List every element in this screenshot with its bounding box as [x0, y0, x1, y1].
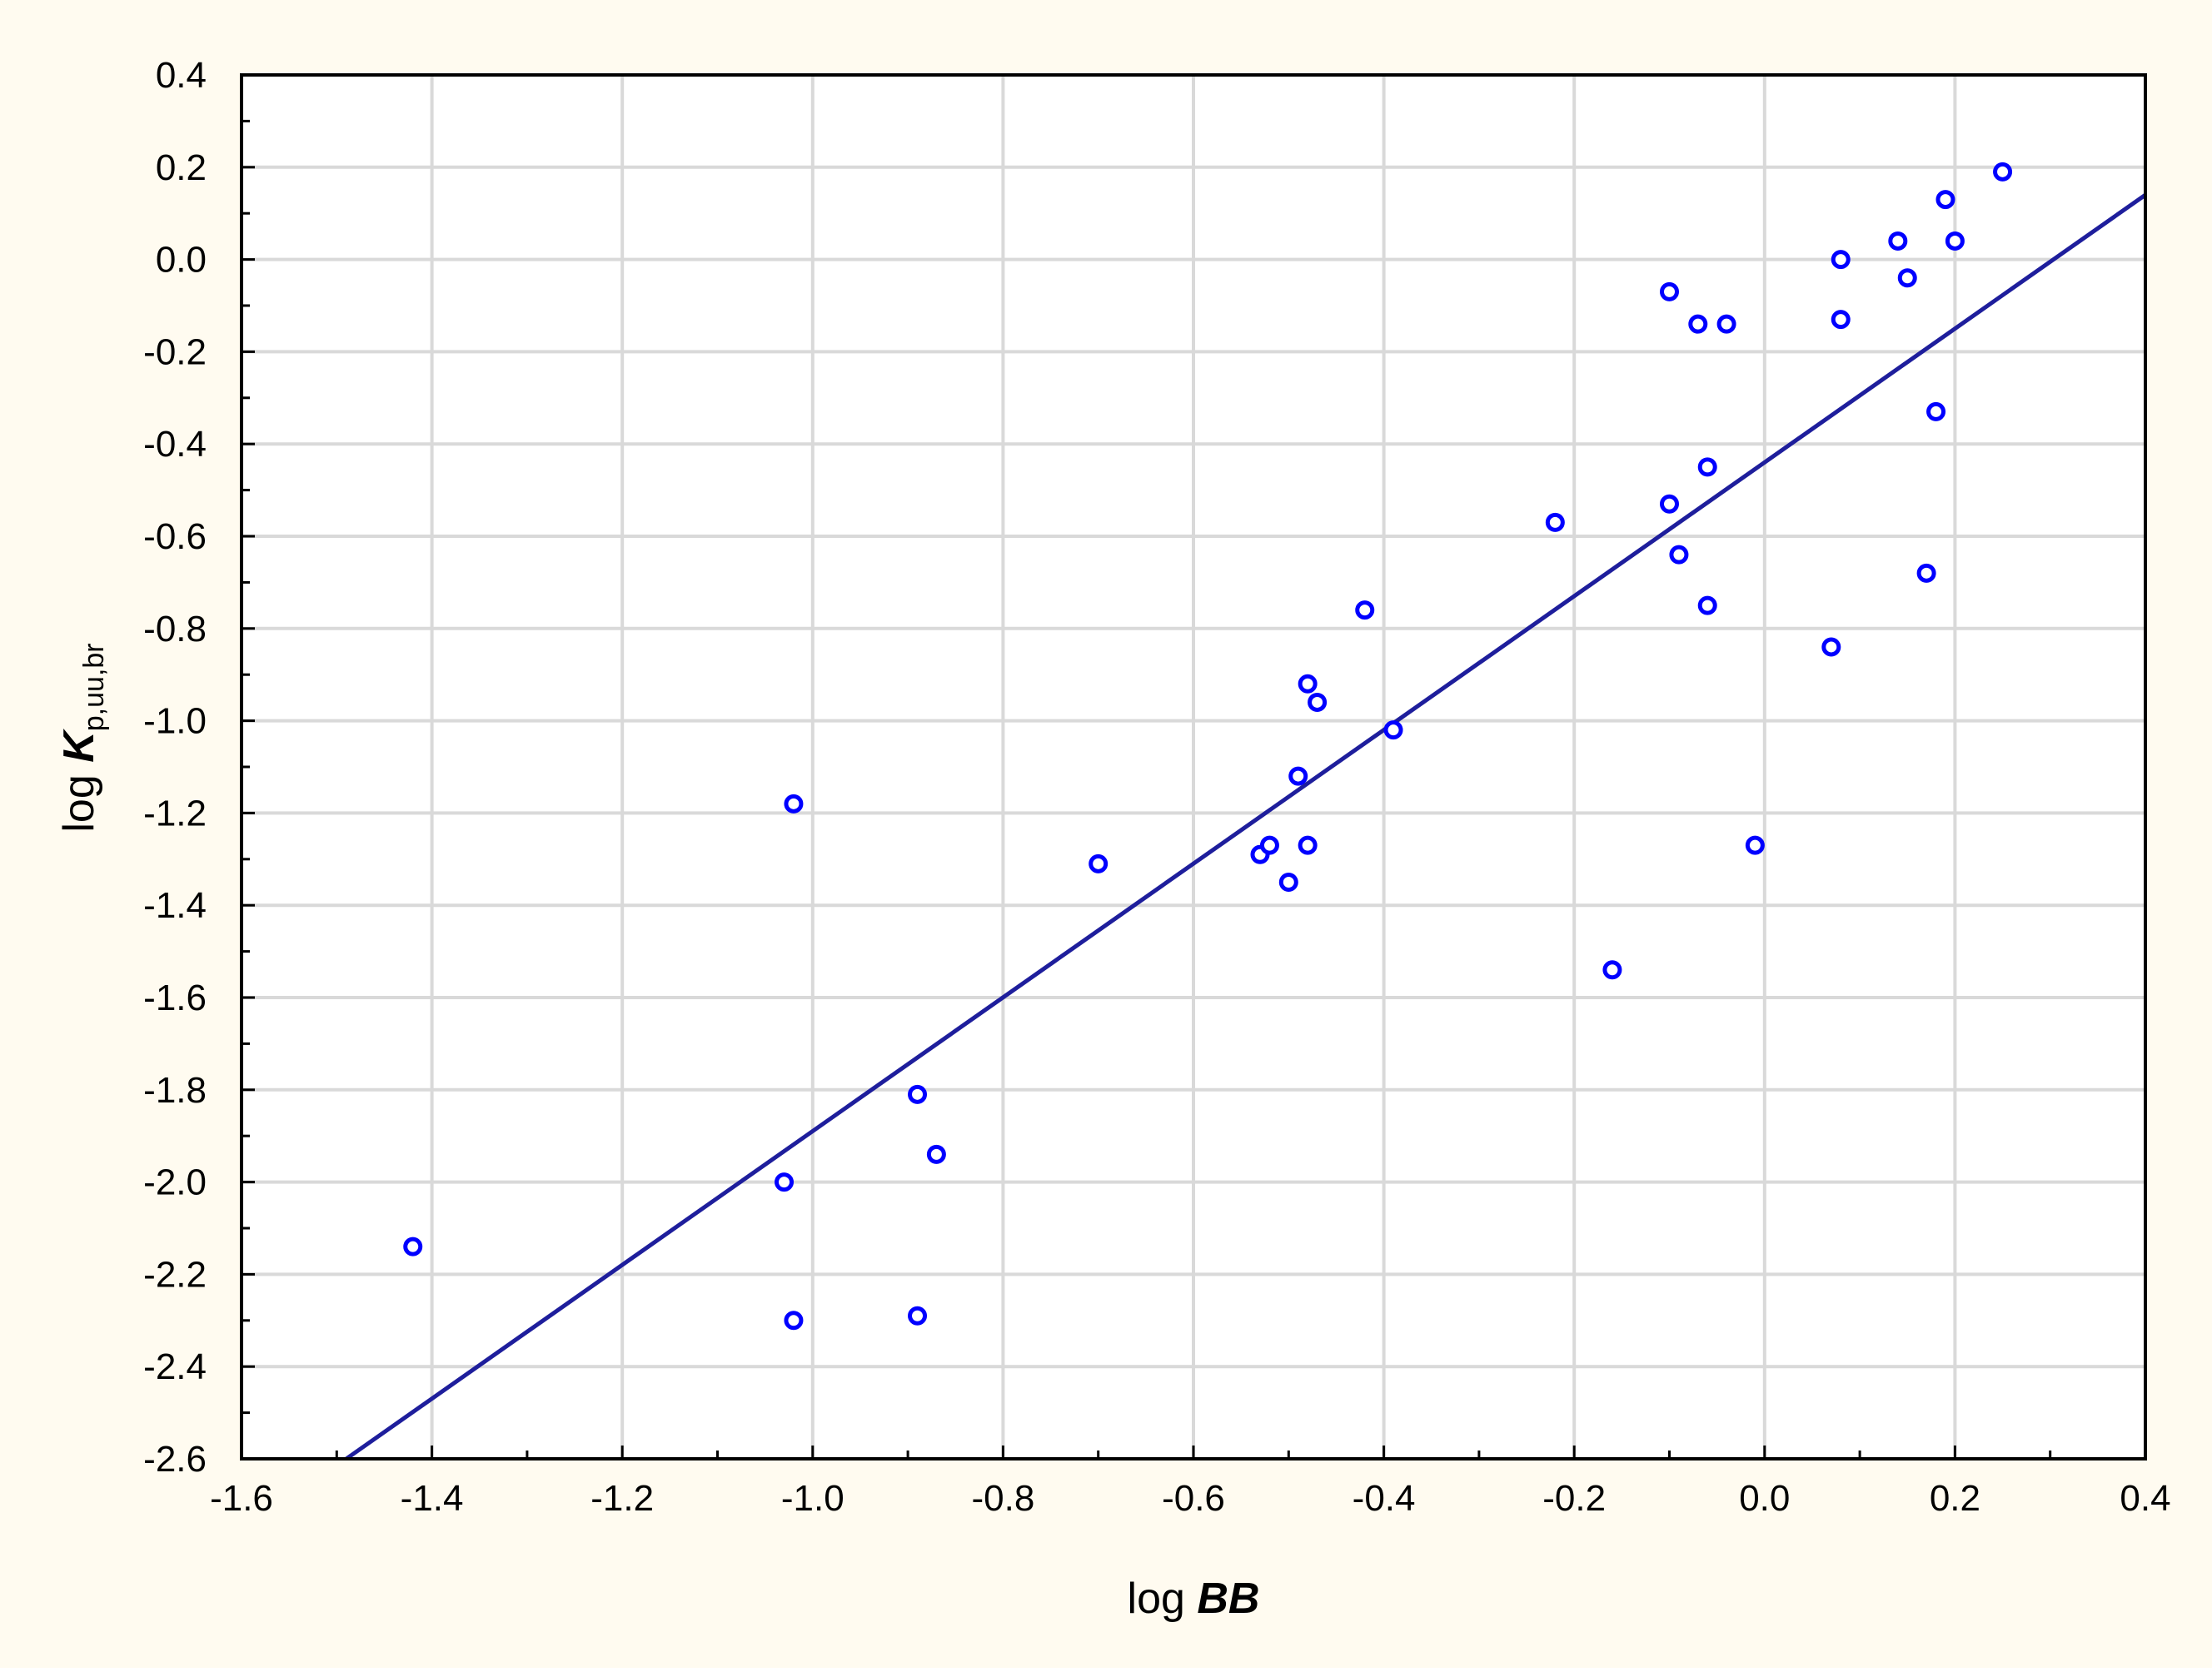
data-point [1298, 674, 1318, 694]
y-tick-label: 0.2 [156, 147, 207, 188]
data-point [926, 1144, 946, 1164]
data-point [1288, 766, 1308, 786]
data-point [1688, 314, 1708, 334]
data-point [1993, 162, 2013, 182]
x-axis-title-prefix: log [1128, 1575, 1198, 1623]
y-axis-title-prefix: log [55, 763, 103, 833]
y-tick-label: -0.2 [143, 331, 207, 372]
data-point [1936, 190, 1955, 210]
x-tick-label: 0.4 [2120, 1478, 2170, 1519]
y-tick-label: -1.4 [143, 885, 207, 926]
x-tick-labels: -1.6 -1.4 -1.2 -1.0 -0.8 -0.6 -0.4 -0.2 0.0 0.2 0.… [210, 1478, 2171, 1519]
y-tick-label: -2.0 [143, 1162, 207, 1203]
x-tick-label: -1.4 [401, 1478, 464, 1519]
x-tick-label: 0.2 [1930, 1478, 1980, 1519]
x-tick-label: -0.2 [1542, 1478, 1606, 1519]
grid-lines [242, 75, 2145, 1459]
x-tick-label: 0.0 [1739, 1478, 1790, 1519]
data-point [1355, 600, 1375, 620]
data-point [1888, 231, 1908, 251]
y-tick-label: -1.0 [143, 701, 207, 742]
y-tick-label: -1.6 [143, 978, 207, 1018]
data-point [1821, 637, 1841, 657]
x-tick-label: -1.0 [781, 1478, 844, 1519]
fit-line-group [345, 192, 2147, 1461]
y-tick-label: -2.2 [143, 1254, 207, 1295]
data-point [1259, 835, 1279, 855]
y-axis-title-subscript: p,uu,br [78, 643, 110, 731]
y-tick-label: -0.4 [143, 424, 207, 465]
data-point [1308, 692, 1328, 712]
data-point [1897, 268, 1917, 288]
x-tick-label: -1.6 [210, 1478, 273, 1519]
data-point [1383, 720, 1403, 740]
data-point [1089, 853, 1108, 873]
data-point [1926, 401, 1946, 421]
data-point [1602, 960, 1622, 980]
y-tick-label: -0.6 [143, 516, 207, 557]
data-point [1745, 835, 1765, 855]
data-point [908, 1084, 928, 1104]
y-tick-labels: 0.4 0.2 0.0 -0.2 -0.4 -0.6 -0.8 -1.0 -1.2 -1.4 -1.… [143, 55, 207, 1480]
x-axis-title-main: BB [1197, 1575, 1259, 1623]
x-tick-label: -1.2 [590, 1478, 654, 1519]
data-point [1831, 250, 1851, 270]
y-tick-label: 0.4 [156, 55, 207, 96]
data-point [1916, 563, 1936, 583]
data-point [1945, 231, 1965, 251]
y-tick-label: -0.8 [143, 609, 207, 649]
data-point [784, 1311, 804, 1331]
data-point [784, 794, 804, 814]
y-tick-label: 0.0 [156, 240, 207, 281]
y-tick-label: -2.6 [143, 1439, 207, 1480]
data-point [1697, 595, 1717, 615]
data-point [775, 1172, 795, 1192]
data-point [1716, 314, 1736, 334]
data-points [403, 162, 2013, 1331]
y-tick-label: -1.2 [143, 793, 207, 834]
x-tick-label: -0.6 [1162, 1478, 1225, 1519]
data-point [1278, 873, 1298, 892]
data-point [403, 1237, 423, 1256]
x-tick-label: -0.4 [1353, 1478, 1416, 1519]
data-point [1697, 457, 1717, 477]
y-axis-title-main: K [55, 729, 103, 763]
data-point [908, 1306, 928, 1326]
data-point [1660, 494, 1679, 514]
data-point [1831, 310, 1851, 330]
plot-frame [240, 73, 2147, 1461]
data-point [1298, 835, 1318, 855]
x-axis-title: log BB [1128, 1575, 1260, 1623]
data-point [1669, 545, 1689, 565]
data-point [1545, 512, 1565, 532]
x-tick-label: -0.8 [971, 1478, 1034, 1519]
y-tick-label: -1.8 [143, 1070, 207, 1111]
data-point [1660, 281, 1679, 301]
y-tick-label: -2.4 [143, 1346, 207, 1387]
y-axis-title: log Kp,uu,br [55, 643, 110, 832]
regression-line [345, 192, 2147, 1461]
